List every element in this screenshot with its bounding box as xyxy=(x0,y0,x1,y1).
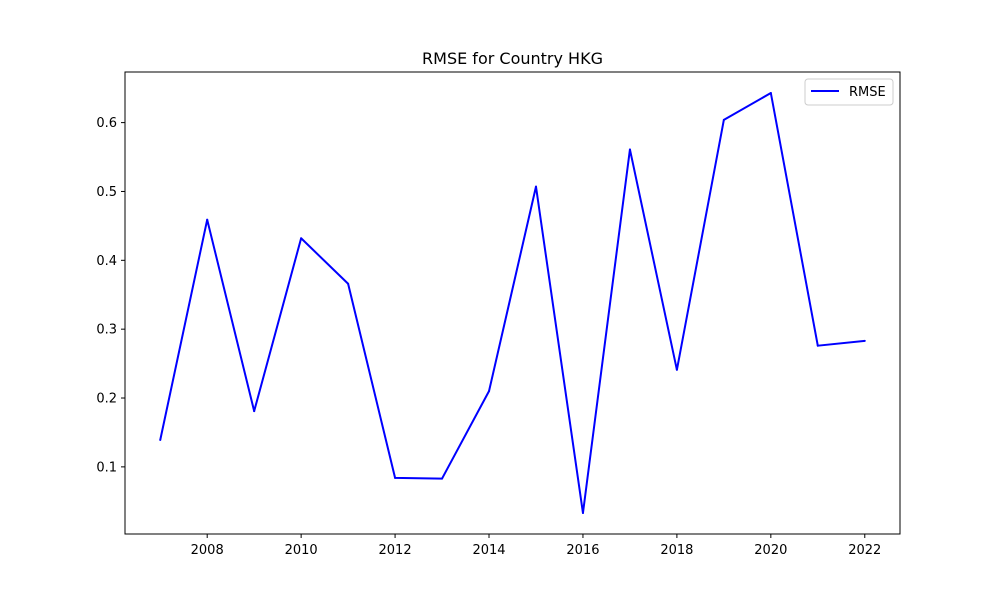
y-tick-label: 0.6 xyxy=(96,116,117,131)
y-tick-label: 0.3 xyxy=(96,323,117,338)
data-point xyxy=(816,344,819,347)
x-tick-label: 2014 xyxy=(472,543,505,558)
plot-frame xyxy=(124,71,901,535)
data-point xyxy=(441,477,444,480)
data-point xyxy=(206,218,209,221)
chart-title: RMSE for Country HKG xyxy=(422,49,603,68)
data-point xyxy=(534,185,537,188)
y-tick-label: 0.4 xyxy=(96,254,117,269)
plot-area xyxy=(159,92,866,514)
x-tick-label: 2018 xyxy=(660,543,693,558)
x-tick-label: 2008 xyxy=(191,543,224,558)
x-tick-label: 2022 xyxy=(848,543,881,558)
data-point xyxy=(300,237,303,240)
x-tick-label: 2020 xyxy=(754,543,787,558)
x-tick-label: 2010 xyxy=(285,543,318,558)
y-tick-label: 0.1 xyxy=(96,460,117,475)
y-tick-label: 0.5 xyxy=(96,185,117,200)
legend-label: RMSE xyxy=(849,85,886,100)
data-point xyxy=(253,410,256,413)
data-point xyxy=(675,368,678,371)
data-point xyxy=(394,476,397,479)
x-tick-label: 2012 xyxy=(379,543,412,558)
legend: RMSE xyxy=(804,78,894,106)
legend-box xyxy=(804,78,894,106)
y-axis: 0.1 0.2 0.3 0.4 0.5 0.6 xyxy=(96,116,125,475)
y-tick-label: 0.2 xyxy=(96,392,117,407)
data-point xyxy=(863,339,866,342)
data-point xyxy=(722,118,725,121)
data-point xyxy=(581,512,584,514)
series-line-rmse xyxy=(159,92,865,514)
data-point xyxy=(159,439,162,442)
data-point xyxy=(628,148,631,151)
data-point xyxy=(488,390,491,393)
data-point xyxy=(347,282,350,285)
x-axis: 2008 2010 2012 2014 2016 2018 2020 2022 xyxy=(191,534,881,558)
x-tick-label: 2016 xyxy=(566,543,599,558)
data-point xyxy=(769,92,772,94)
